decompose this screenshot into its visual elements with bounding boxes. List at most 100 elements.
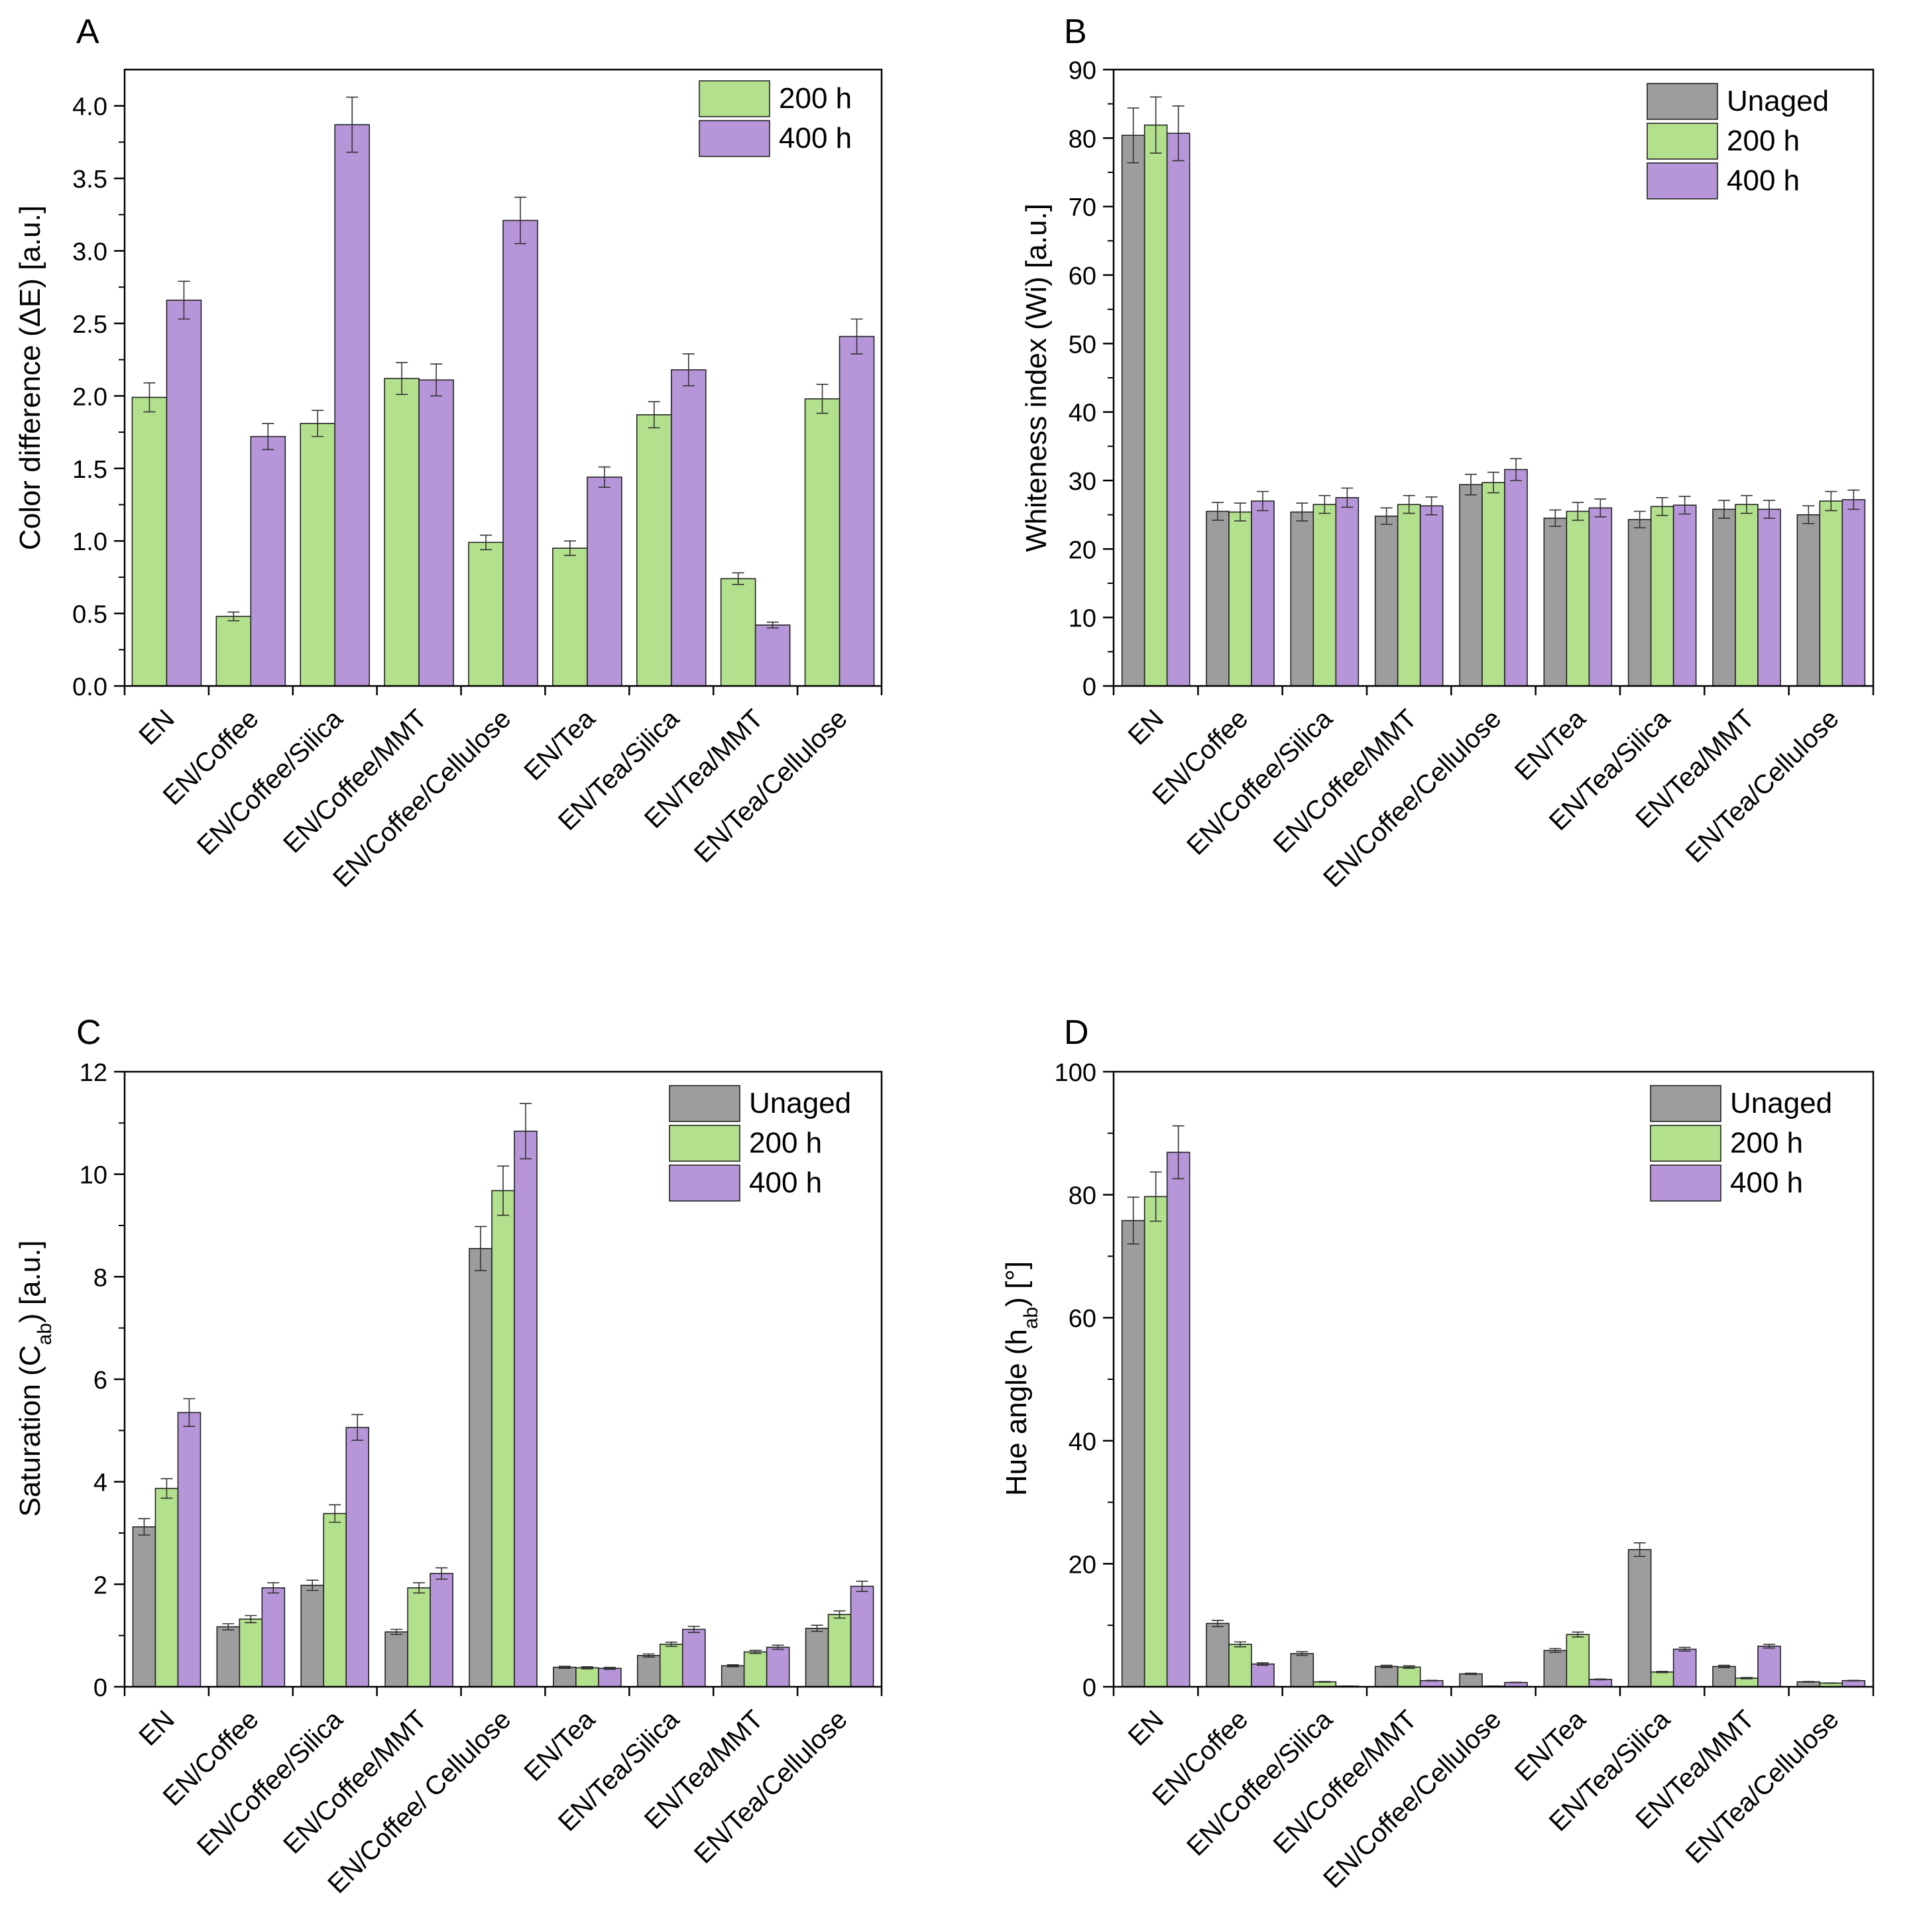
panel-c-ylabel-tail: ) [a.u.]	[14, 1240, 46, 1323]
panel-d-ytick-label: 20	[1069, 1551, 1096, 1579]
panel-d-error-bar	[1234, 1641, 1246, 1648]
panel-c-error-bar	[351, 1414, 364, 1441]
panel-a-error-bar	[227, 611, 240, 622]
panel-d-error-bar	[1847, 1679, 1860, 1681]
panel-b-error-bar	[1656, 497, 1668, 516]
panel-a-bar	[131, 396, 168, 687]
panel-c-ytick-label: 8	[93, 1264, 107, 1292]
panel-b-bar	[1588, 507, 1613, 687]
panel-b-error-bar	[1341, 487, 1354, 508]
panel-d-bar	[1251, 1663, 1275, 1687]
panel-d-ytick-label: 40	[1069, 1428, 1096, 1456]
panel-b-legend-swatch	[1647, 162, 1718, 199]
panel-c-bar	[598, 1668, 622, 1687]
panel-b-bar	[1419, 505, 1444, 687]
panel-c-bar	[850, 1585, 874, 1687]
panel-b-ytick-label: 40	[1069, 400, 1096, 427]
panel-b-error-bar	[1149, 96, 1162, 154]
panel-c-error-bar	[138, 1518, 150, 1536]
panel-d-error-bar	[1172, 1125, 1185, 1180]
panel-c-bar	[261, 1587, 286, 1687]
panel-d-error-bar	[1149, 1171, 1162, 1222]
panel-a-bar	[720, 578, 756, 687]
panel-d-error-bar	[1718, 1664, 1730, 1669]
panel-b-error-bar	[1172, 105, 1185, 162]
panel-d-error-bar	[1572, 1631, 1584, 1638]
panel-c-error-bar	[642, 1653, 655, 1658]
panel-a-bar	[215, 616, 252, 687]
panel-b-ytick-label: 0	[1082, 673, 1096, 701]
panel-a-bar	[300, 423, 336, 687]
panel-a-bar	[250, 435, 286, 687]
panel-a-error-bar	[816, 384, 829, 414]
panel-b-ytick-label: 90	[1069, 57, 1096, 85]
panel-d-legend-swatch	[1650, 1165, 1721, 1202]
panel-c-ytick-label: 12	[80, 1059, 107, 1087]
panel-d-error-bar	[1403, 1665, 1415, 1669]
panel-d-bar	[1627, 1549, 1652, 1687]
panel-c-bar	[216, 1626, 241, 1687]
panel-c-error-bar	[687, 1625, 700, 1633]
panel-d-bar	[1672, 1648, 1697, 1687]
panel-b-bar	[1397, 504, 1421, 687]
panel-d-bar	[1841, 1679, 1866, 1687]
panel-d-error-bar	[1802, 1681, 1815, 1683]
panel-c-bar	[743, 1651, 768, 1687]
panel-c-error-bar	[856, 1580, 868, 1592]
panel-b-bar	[1335, 497, 1360, 687]
panel-d-error-bar	[1549, 1648, 1562, 1653]
panel-c-error-bar	[497, 1165, 509, 1216]
panel-a-bar	[384, 378, 420, 687]
panel-d-error-bar	[1763, 1644, 1775, 1649]
panel-d-ylabel-sub: ab	[1020, 1307, 1042, 1329]
panel-b-legend: Unaged 200 h 400 h	[1647, 83, 1829, 199]
panel-c-error-bar	[833, 1610, 846, 1619]
panel-d-error-bar	[1633, 1542, 1646, 1558]
panel-c-bar	[469, 1248, 493, 1687]
panel-d-bar	[1290, 1653, 1314, 1687]
panel-c-bar	[430, 1573, 453, 1687]
panel-a-bar	[502, 219, 538, 687]
panel-b-bar	[1121, 135, 1145, 687]
panel-c-bar	[345, 1426, 370, 1687]
panel-a-bar	[552, 547, 588, 687]
panel-d-bar	[1566, 1634, 1590, 1687]
panel-c-error-bar	[726, 1664, 739, 1668]
panel-d-bar	[1735, 1677, 1759, 1687]
panel-d-error-bar	[1296, 1651, 1308, 1656]
panel-c-error-bar	[811, 1624, 823, 1632]
panel-b-error-bar	[1718, 500, 1730, 519]
panel-c-ylabel-main: Saturation (C	[14, 1345, 46, 1516]
panel-c-bar	[766, 1646, 790, 1687]
panel-a-ytick-label: 1.5	[72, 456, 107, 484]
panel-c-legend-swatch	[669, 1085, 740, 1122]
panel-b-error-bar	[1825, 490, 1837, 512]
panel-a-error-bar	[598, 466, 610, 488]
panel-c-error-bar	[329, 1504, 341, 1523]
panel-d-letter: D	[1064, 1013, 1089, 1052]
panel-c-error-bar	[581, 1666, 593, 1670]
panel-c-error-bar	[390, 1628, 403, 1635]
panel-b-ytick-label: 20	[1069, 536, 1096, 564]
panel-b-error-bar	[1487, 471, 1499, 494]
panel-b-error-bar	[1318, 494, 1331, 514]
panel-b-ytick-label: 60	[1069, 262, 1096, 290]
panel-b-bar	[1796, 514, 1821, 687]
panel-a-error-bar	[143, 382, 156, 413]
panel-b-error-bar	[1847, 489, 1860, 510]
panel-b: B Whiteness index (Wi) [a.u.] 0 10 20 30 40 5…	[1020, 13, 1875, 893]
panel-b-ytick-label: 70	[1069, 194, 1096, 222]
panel-c-ytick-label: 10	[80, 1162, 107, 1190]
panel-d-legend-label: 200 h	[1730, 1127, 1803, 1159]
panel-a-letter: A	[76, 13, 99, 51]
panel-d-bar	[1397, 1666, 1421, 1687]
panel-d-error-bar	[1127, 1196, 1139, 1245]
panel-c-bar	[514, 1130, 538, 1687]
panel-a-error-bar	[396, 362, 408, 395]
panel-d-bar	[1206, 1622, 1230, 1687]
panel-c-ytick-label: 0	[93, 1674, 107, 1702]
panel-d-bar	[1459, 1673, 1483, 1687]
panel-c-error-bar	[665, 1641, 677, 1647]
panel-d-ytick-label: 60	[1069, 1305, 1096, 1333]
panel-b-bar	[1504, 469, 1528, 687]
